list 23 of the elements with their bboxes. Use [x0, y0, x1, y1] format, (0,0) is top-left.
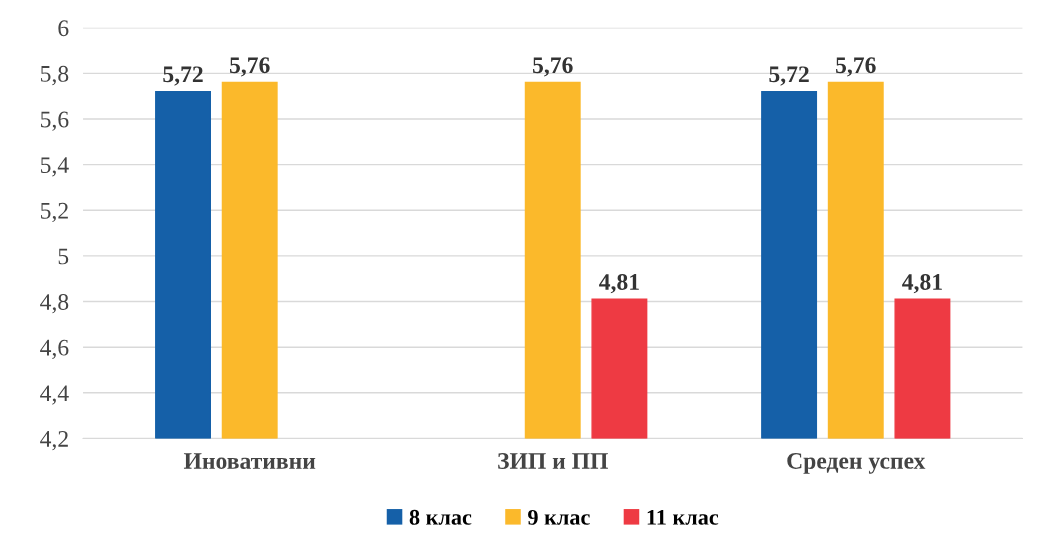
y-tick-label: 5,6	[41, 111, 69, 131]
x-tick-label: Среден успех	[787, 453, 926, 474]
data-label: 5,76	[229, 57, 270, 77]
y-tick-label: 4,2	[40, 431, 68, 451]
y-tick-label: 4,8	[40, 294, 69, 314]
y-tick-label: 5,4	[41, 157, 69, 177]
data-label: 5,72	[769, 66, 809, 86]
y-tick-label: 5	[58, 248, 69, 265]
legend-label: 11 клас	[647, 509, 719, 525]
y-tick-label: 4,4	[40, 385, 69, 405]
y-tick-label: 6	[58, 20, 69, 37]
data-label: 4,81	[902, 273, 942, 294]
data-label: 5,76	[836, 57, 876, 77]
legend-label: 9 клас	[528, 509, 590, 525]
data-label: 5,72	[163, 66, 203, 86]
x-tick-label: Иновативни	[183, 453, 316, 469]
y-tick-label: 5,8	[41, 65, 69, 86]
data-label: 4,81	[599, 273, 639, 294]
legend-label: 8 клас	[409, 509, 472, 525]
x-tick-label: ЗИП и ПП	[498, 453, 608, 469]
y-tick-label: 5,2	[41, 202, 68, 223]
y-tick-label: 4,6	[40, 339, 69, 360]
data-label: 5,76	[533, 57, 573, 77]
